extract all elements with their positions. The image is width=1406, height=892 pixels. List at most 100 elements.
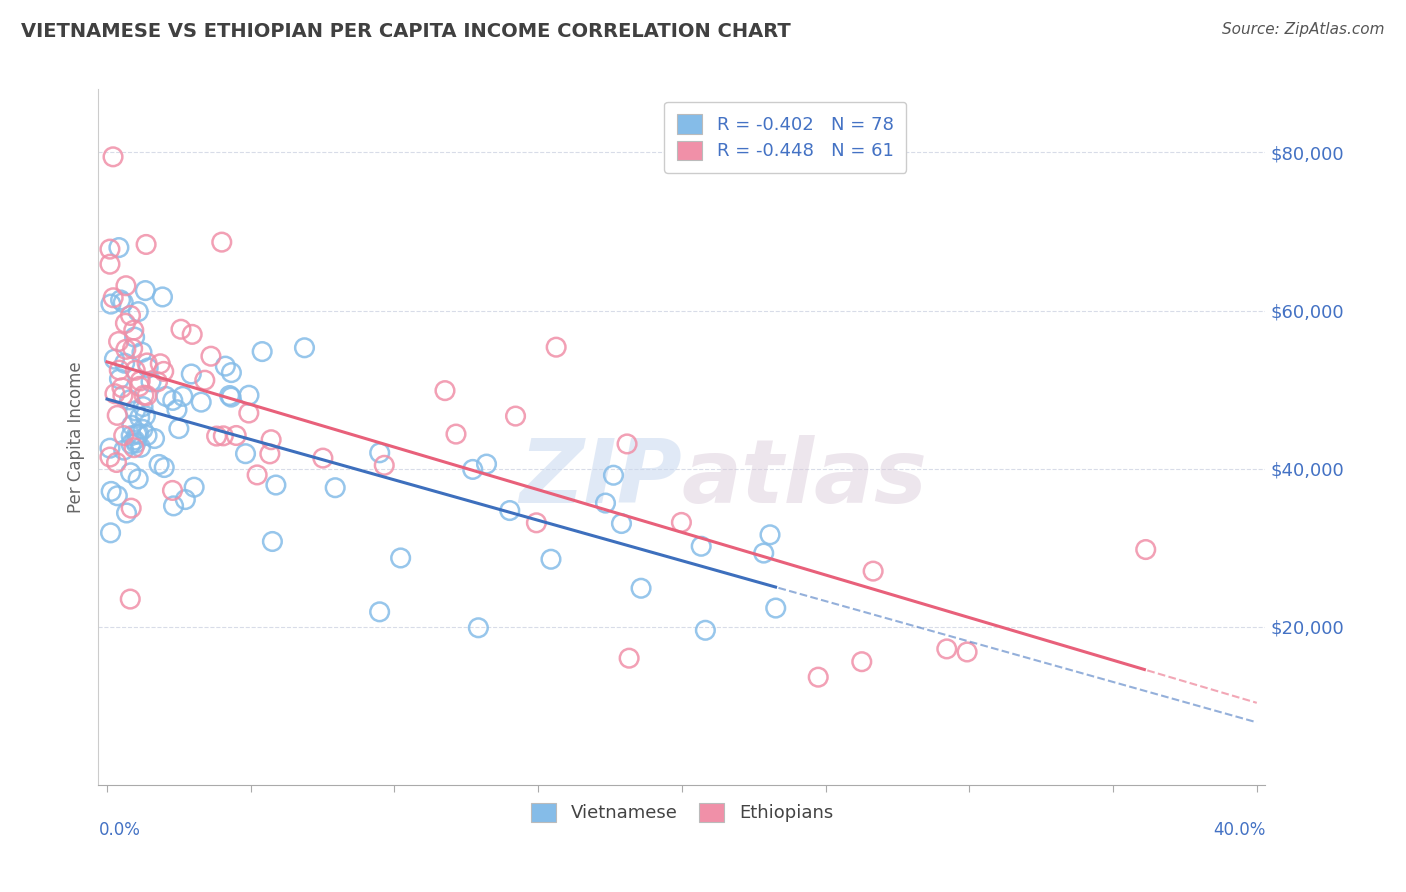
Point: [219, 390, 242, 404]
Point: [752, 546, 775, 560]
Point: [264, 478, 287, 492]
Point: [136, 388, 159, 402]
Point: [221, 366, 243, 380]
Point: [167, 422, 190, 436]
Text: Source: ZipAtlas.com: Source: ZipAtlas.com: [1222, 22, 1385, 37]
Point: [149, 357, 172, 371]
Point: [108, 363, 131, 377]
Point: [183, 480, 205, 494]
Point: [200, 349, 222, 363]
Point: [124, 330, 146, 344]
Text: atlas: atlas: [682, 435, 928, 523]
Point: [112, 295, 135, 310]
Point: [132, 422, 155, 436]
Point: [128, 379, 150, 393]
Point: [155, 389, 177, 403]
Point: [146, 375, 169, 389]
Point: [114, 356, 136, 370]
Point: [616, 437, 638, 451]
Point: [630, 581, 652, 595]
Point: [262, 534, 284, 549]
Point: [174, 492, 197, 507]
Point: [617, 651, 640, 665]
Point: [212, 429, 235, 443]
Point: [461, 462, 484, 476]
Point: [152, 364, 174, 378]
Point: [205, 429, 228, 443]
Point: [115, 506, 138, 520]
Point: [162, 393, 184, 408]
Point: [120, 309, 142, 323]
Point: [152, 290, 174, 304]
Point: [851, 655, 873, 669]
Point: [373, 458, 395, 473]
Point: [671, 516, 693, 530]
Point: [120, 501, 142, 516]
Point: [134, 284, 156, 298]
Point: [98, 441, 121, 455]
Point: [129, 441, 152, 455]
Point: [124, 433, 146, 447]
Point: [690, 539, 713, 553]
Text: 40.0%: 40.0%: [1213, 821, 1265, 838]
Point: [1135, 542, 1157, 557]
Point: [956, 645, 979, 659]
Point: [602, 468, 624, 483]
Point: [162, 483, 184, 498]
Point: [98, 242, 121, 256]
Y-axis label: Per Capita Income: Per Capita Income: [66, 361, 84, 513]
Point: [128, 426, 150, 441]
Point: [218, 388, 240, 402]
Point: [389, 551, 412, 566]
Point: [166, 402, 188, 417]
Point: [127, 472, 149, 486]
Point: [238, 388, 260, 402]
Point: [108, 372, 131, 386]
Point: [121, 342, 143, 356]
Point: [105, 409, 128, 423]
Point: [134, 409, 156, 423]
Point: [105, 455, 128, 469]
Point: [108, 241, 131, 255]
Point: [260, 433, 283, 447]
Point: [807, 670, 830, 684]
Point: [759, 528, 782, 542]
Point: [540, 552, 562, 566]
Point: [110, 293, 132, 307]
Point: [98, 450, 121, 464]
Point: [112, 443, 135, 458]
Point: [214, 359, 236, 373]
Legend: Vietnamese, Ethiopians: Vietnamese, Ethiopians: [519, 790, 845, 835]
Point: [235, 447, 257, 461]
Point: [103, 352, 125, 367]
Point: [124, 363, 146, 377]
Point: [112, 428, 135, 442]
Point: [225, 428, 247, 442]
Point: [172, 389, 194, 403]
Point: [131, 345, 153, 359]
Point: [765, 601, 787, 615]
Point: [125, 436, 148, 450]
Point: [546, 340, 568, 354]
Point: [111, 389, 134, 403]
Point: [259, 447, 281, 461]
Point: [181, 327, 204, 342]
Point: [148, 458, 170, 472]
Point: [153, 460, 176, 475]
Point: [105, 489, 128, 503]
Point: [114, 316, 136, 330]
Point: [139, 375, 162, 389]
Point: [120, 437, 142, 451]
Point: [610, 516, 633, 531]
Point: [505, 409, 527, 423]
Point: [114, 343, 136, 357]
Point: [433, 384, 456, 398]
Point: [211, 235, 233, 249]
Point: [526, 516, 548, 530]
Point: [100, 297, 122, 311]
Point: [98, 257, 121, 271]
Point: [935, 641, 957, 656]
Point: [323, 481, 346, 495]
Point: [695, 624, 717, 638]
Point: [238, 406, 260, 420]
